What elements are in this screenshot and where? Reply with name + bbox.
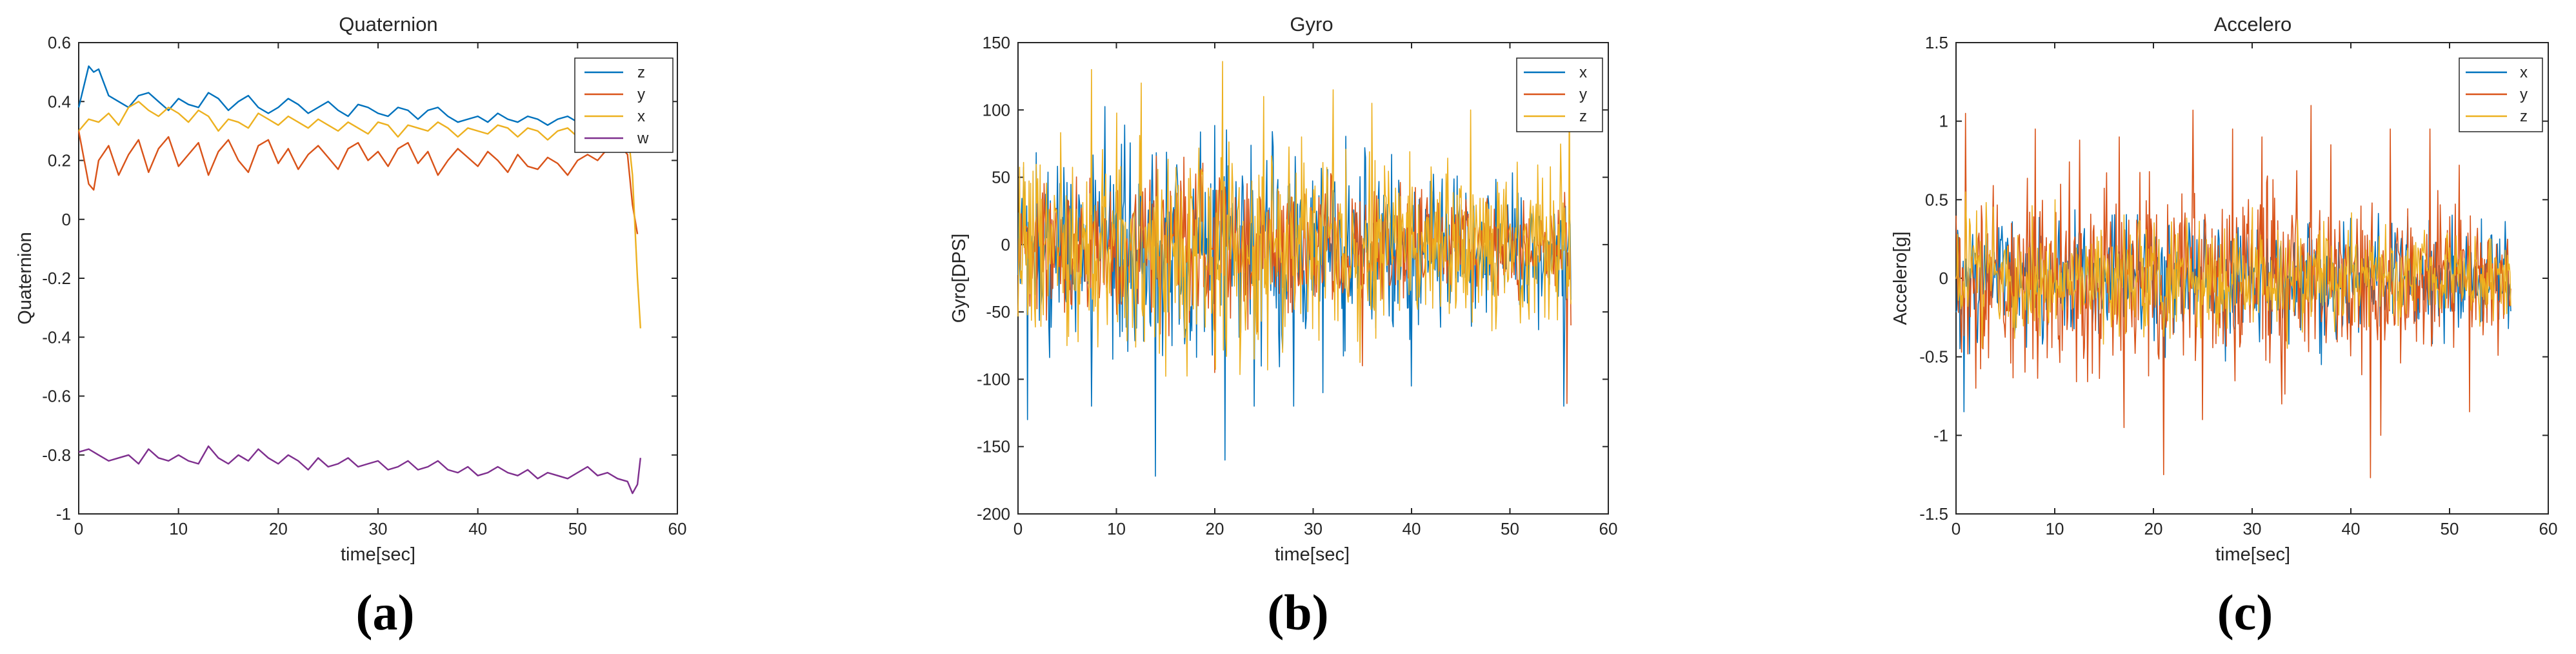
- x-tick-label: 60: [2539, 519, 2558, 538]
- legend-label-z: z: [2520, 108, 2528, 125]
- x-axis-label: time[sec]: [1275, 544, 1350, 565]
- y-tick-label: 0.4: [48, 92, 71, 111]
- y-tick-label: -1: [1933, 425, 1948, 445]
- y-tick-labels: -1.5 -1 -0.5 0 0.5 1 1.5: [1919, 33, 2548, 524]
- legend-label-y: y: [637, 86, 645, 103]
- y-axis-label: Quaternion: [15, 232, 35, 325]
- y-tick-label: -150: [977, 437, 1010, 456]
- legend-label-z: z: [1579, 108, 1587, 125]
- y-tick-label: 0: [62, 210, 71, 229]
- legend-label-y: y: [1579, 86, 1587, 103]
- x-tick-label: 50: [1501, 519, 1519, 538]
- legend: x y z: [2459, 57, 2543, 132]
- series-lines: [77, 65, 641, 495]
- y-tick-labels: -200 -150 -100 -50 0 50 100 150: [977, 33, 1608, 524]
- y-tick-labels: -1 -0.8 -0.6 -0.4 -0.2 0 0.2 0.4 0.6: [42, 33, 677, 524]
- x-tick-label: 40: [468, 519, 487, 538]
- y-tick-label: -1.5: [1919, 504, 1948, 524]
- x-tick-label: 50: [568, 519, 587, 538]
- series-w-line: [78, 445, 641, 495]
- series-z-line: [1017, 61, 1572, 377]
- y-axis-label: Accelero[g]: [1890, 231, 1911, 325]
- x-tick-label: 30: [369, 519, 388, 538]
- x-tick-label: 20: [1206, 519, 1224, 538]
- series-lines: [1017, 61, 1572, 477]
- legend-label-w: w: [637, 130, 649, 147]
- legend: x y z: [1516, 57, 1603, 132]
- x-tick-labels: 0 10 20 30 40 50 60: [1013, 43, 1618, 538]
- y-tick-label: 0.2: [48, 151, 71, 170]
- x-tick-label: 50: [2441, 519, 2459, 538]
- x-tick-label: 10: [169, 519, 188, 538]
- series-x-line: [78, 101, 641, 329]
- x-tick-labels: 0 10 20 30 40 50 60: [74, 43, 687, 538]
- x-axis-label: time[sec]: [2215, 544, 2290, 565]
- series-z-line: [77, 65, 638, 132]
- series-y-line: [77, 130, 639, 234]
- x-tick-label: 60: [668, 519, 687, 538]
- x-tick-label: 20: [269, 519, 288, 538]
- x-tick-label: 40: [1403, 519, 1421, 538]
- x-tick-label: 0: [1013, 519, 1023, 538]
- x-tick-label: 30: [2243, 519, 2262, 538]
- x-tick-label: 40: [2342, 519, 2361, 538]
- panel-label-a: (a): [356, 584, 415, 640]
- chart-title: Accelero: [2214, 13, 2292, 36]
- y-tick-label: 0.5: [1925, 190, 1948, 209]
- y-tick-label: -0.6: [42, 387, 71, 406]
- y-tick-label: -50: [986, 302, 1010, 322]
- y-tick-label: 0: [1939, 269, 1948, 288]
- panel-label-b: (b): [1267, 584, 1328, 640]
- y-tick-label: -0.2: [42, 269, 71, 288]
- legend-label-z: z: [637, 64, 645, 81]
- y-tick-label: -0.4: [42, 327, 71, 347]
- panel-label-c: (c): [2217, 584, 2273, 640]
- y-tick-label: -0.5: [1919, 347, 1948, 367]
- legend-box: [574, 57, 674, 153]
- series-lines: [1955, 105, 2511, 478]
- y-tick-label: 0: [1001, 235, 1010, 254]
- x-tick-label: 0: [1952, 519, 1961, 538]
- series-y-line: [1955, 105, 2511, 478]
- y-tick-label: 150: [983, 33, 1010, 52]
- x-tick-labels: 0 10 20 30 40 50 60: [1952, 43, 2558, 538]
- x-tick-label: 20: [2144, 519, 2163, 538]
- x-axis-label: time[sec]: [341, 544, 415, 565]
- legend-label-x: x: [2520, 64, 2528, 81]
- y-tick-label: 1.5: [1925, 33, 1948, 52]
- x-tick-label: 30: [1304, 519, 1323, 538]
- legend-label-x: x: [637, 108, 645, 125]
- chart-gyro: Gyro 0 10 20 30 40 50 60 -200 -150 -100 -50 0 50 100…: [949, 13, 1617, 640]
- legend-label-x: x: [1579, 64, 1587, 81]
- chart-title: Quaternion: [339, 13, 437, 36]
- y-tick-label: 0.6: [48, 33, 71, 52]
- x-tick-label: 10: [1107, 519, 1126, 538]
- series-z-line: [1955, 191, 2511, 349]
- y-tick-label: -0.8: [42, 445, 71, 465]
- y-tick-label: 1: [1939, 112, 1948, 131]
- chart-title: Gyro: [1290, 13, 1333, 36]
- legend: z y x w: [574, 57, 674, 153]
- y-axis-label: Gyro[DPS]: [949, 234, 970, 323]
- y-tick-label: 50: [992, 168, 1010, 187]
- chart-quaternion: Quaternion 0 10 20 30 40 50 60 -1-0.8-0.6-0.4-…: [15, 13, 686, 640]
- y-tick-label: -100: [977, 369, 1010, 389]
- y-tick-label: -1: [56, 504, 71, 524]
- chart-accelero: Accelero 0 10 20 30 40 50 60 -1.5 -1 -0.5 0 0.5 1 1.…: [1890, 13, 2557, 640]
- x-tick-label: 60: [1599, 519, 1618, 538]
- legend-label-y: y: [2520, 86, 2528, 103]
- x-tick-label: 0: [74, 519, 83, 538]
- y-tick-label: -200: [977, 504, 1010, 524]
- x-tick-label: 10: [2046, 519, 2064, 538]
- y-tick-label: 100: [983, 100, 1010, 119]
